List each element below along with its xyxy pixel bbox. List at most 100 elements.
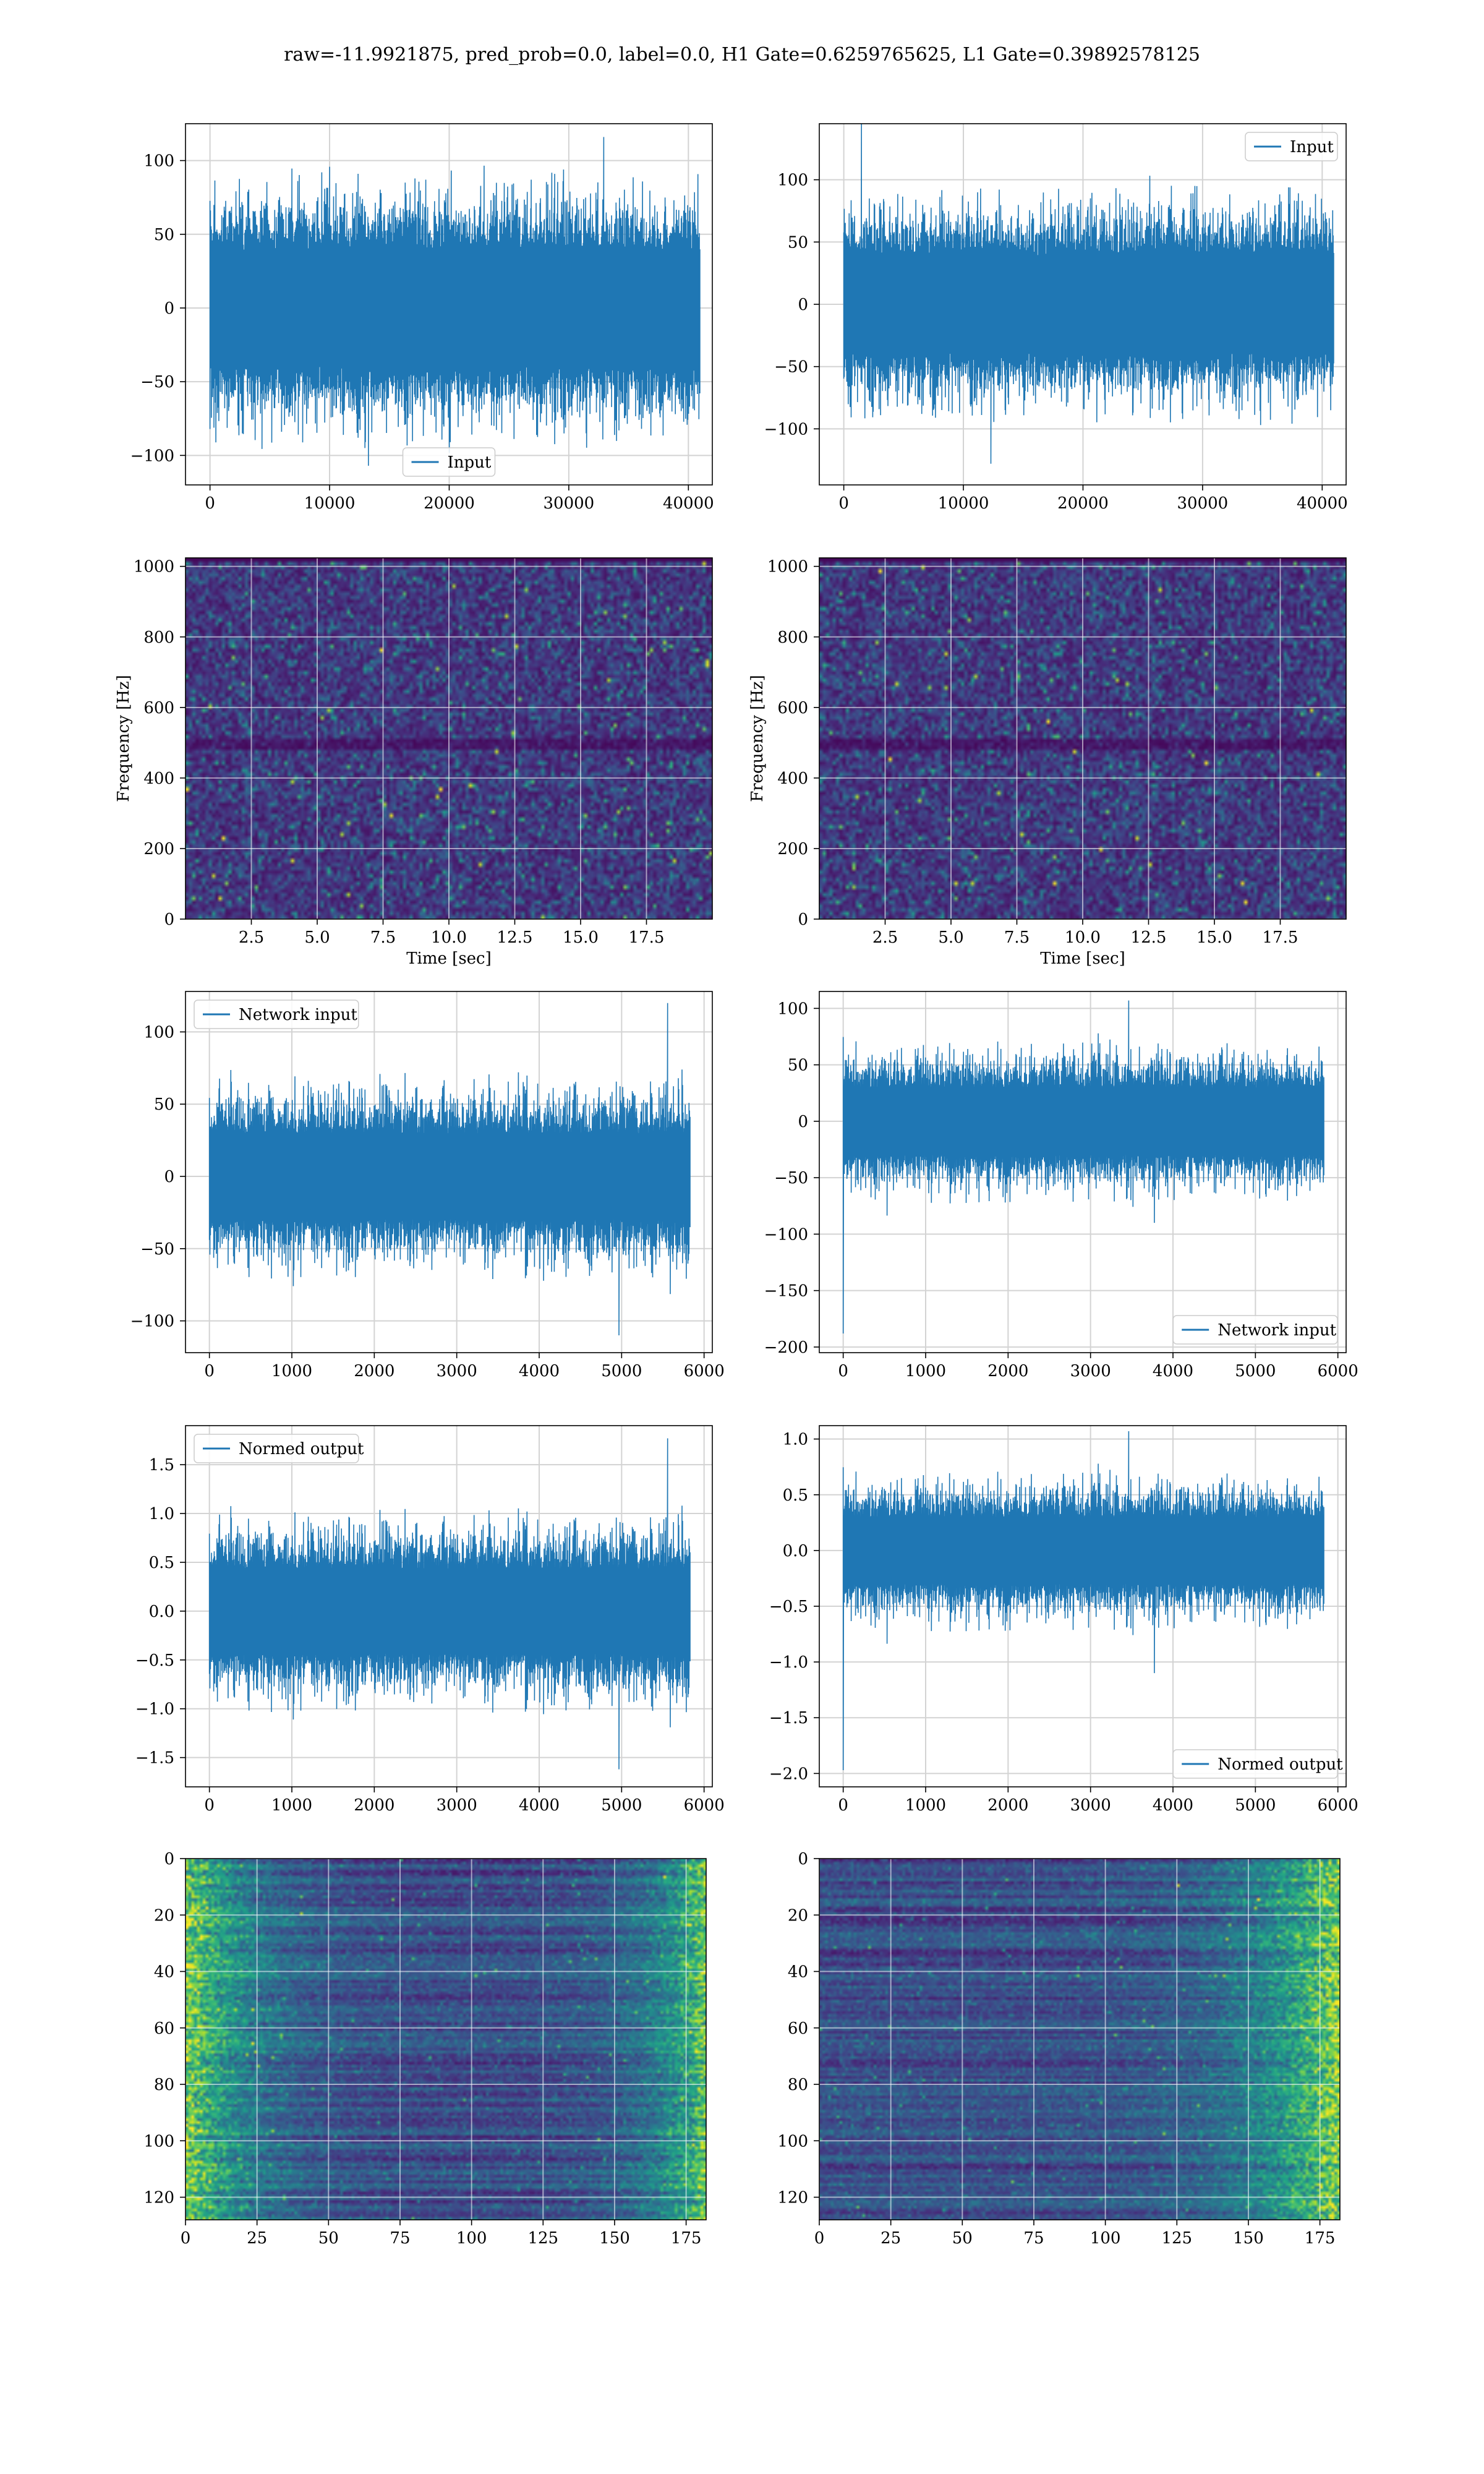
y-tick-label: 60 (154, 2019, 174, 2038)
y-tick-label: 0 (164, 1850, 174, 1868)
legend: Normed output (1172, 1749, 1343, 1779)
x-tick-label: 10000 (938, 494, 989, 513)
x-tick-label: 75 (1023, 2229, 1044, 2248)
x-tick-label: 0 (204, 1796, 215, 1815)
y-tick-label: 20 (154, 1906, 174, 1925)
y-tick-label: 20 (788, 1906, 808, 1925)
x-tick-label: 10.0 (431, 928, 467, 947)
x-tick-label: 30000 (1177, 494, 1229, 513)
y-tick-label: 80 (788, 2076, 808, 2094)
y-tick-label: −50 (774, 1169, 808, 1188)
axes-frame (185, 1858, 707, 2220)
y-tick-label: −1.0 (135, 1700, 174, 1719)
x-tick-label: 0 (205, 494, 215, 513)
x-tick-label: 40000 (1297, 494, 1348, 513)
y-tick-label: 50 (154, 226, 174, 244)
legend: Input (402, 447, 496, 477)
axes-frame (185, 1425, 713, 1787)
axes-frame (819, 123, 1347, 486)
y-tick-label: 0 (164, 299, 174, 318)
y-tick-label: 1.0 (149, 1505, 174, 1523)
y-tick-label: −0.5 (135, 1651, 174, 1670)
figure-title: raw=-11.9921875, pred_prob=0.0, label=0.… (284, 44, 1200, 66)
x-tick-label: 12.5 (1131, 928, 1167, 947)
x-tick-label: 3000 (437, 1362, 477, 1380)
y-tick-label: −100 (130, 447, 174, 465)
x-tick-label: 1000 (271, 1796, 312, 1815)
y-tick-label: 120 (777, 2189, 808, 2207)
series-line (208, 1003, 691, 1336)
y-tick-label: 200 (777, 840, 808, 858)
x-tick-label: 1000 (271, 1362, 312, 1380)
legend-frame (194, 999, 359, 1029)
y-tick-label: 400 (777, 769, 808, 788)
x-tick-label: 17.5 (1263, 928, 1298, 947)
x-tick-label: 2.5 (872, 928, 898, 947)
y-tick-label: 200 (143, 840, 174, 858)
y-tick-label: 60 (788, 2019, 808, 2038)
y-tick-label: −2.0 (769, 1765, 808, 1783)
y-tick-label: 0 (798, 1850, 808, 1868)
x-tick-label: 12.5 (497, 928, 533, 947)
y-tick-label: −200 (764, 1338, 808, 1357)
x-tick-label: 2000 (987, 1796, 1028, 1815)
x-tick-label: 30000 (544, 494, 595, 513)
x-tick-label: 50 (318, 2229, 339, 2248)
x-tick-label: 20000 (1057, 494, 1109, 513)
axes-frame (185, 991, 713, 1353)
y-tick-label: −1.0 (769, 1653, 808, 1672)
y-tick-label: 800 (777, 628, 808, 647)
x-axis-label: Time [sec] (1040, 949, 1125, 968)
x-tick-label: 175 (671, 2229, 702, 2248)
x-axis-label: Time [sec] (406, 949, 492, 968)
x-tick-label: 2000 (354, 1362, 394, 1380)
series-line (209, 137, 701, 466)
legend: Network input (194, 999, 359, 1029)
subplot-ax9: 0 25 50 75 100 125 150 175 0 20 40 60 80 100 120 (143, 1850, 707, 2248)
y-tick-label: −100 (764, 1225, 808, 1244)
x-tick-label: 5000 (1235, 1796, 1276, 1815)
y-tick-label: 100 (777, 999, 808, 1018)
x-tick-label: 150 (1233, 2229, 1264, 2248)
series-line (842, 1000, 1324, 1334)
series-trace (209, 137, 701, 466)
x-tick-label: 0 (814, 2229, 825, 2248)
x-tick-label: 100 (1090, 2229, 1121, 2248)
legend-label: Normed output (1217, 1755, 1343, 1774)
y-tick-label: 40 (154, 1963, 174, 1982)
x-tick-label: 5000 (1235, 1362, 1276, 1380)
legend: Network input (1172, 1315, 1338, 1345)
series-trace (843, 124, 1334, 464)
x-tick-label: 6000 (684, 1796, 725, 1815)
y-tick-label: −0.5 (769, 1598, 808, 1616)
x-tick-label: 0 (181, 2229, 191, 2248)
x-tick-label: 6000 (1318, 1796, 1358, 1815)
y-tick-label: 1000 (134, 558, 174, 576)
y-tick-label: −150 (764, 1282, 808, 1301)
x-tick-label: 75 (390, 2229, 410, 2248)
y-tick-label: 0 (164, 1168, 174, 1186)
x-tick-label: 17.5 (629, 928, 665, 947)
x-tick-label: 2000 (987, 1362, 1028, 1380)
y-tick-label: −100 (130, 1312, 174, 1331)
legend: Normed output (194, 1434, 364, 1463)
y-tick-label: 50 (154, 1095, 174, 1114)
x-tick-label: 20000 (424, 494, 475, 513)
x-tick-label: 125 (527, 2229, 558, 2248)
y-tick-label: 600 (143, 699, 174, 717)
x-tick-label: 50 (952, 2229, 973, 2248)
y-tick-label: 0.5 (783, 1486, 808, 1505)
x-tick-label: 0 (838, 1362, 848, 1380)
y-tick-label: 1.0 (783, 1431, 808, 1449)
x-tick-label: 5.0 (304, 928, 330, 947)
y-tick-label: 0 (164, 910, 174, 929)
series-line (843, 124, 1334, 464)
legend-frame (1172, 1315, 1338, 1345)
legend: Input (1245, 132, 1338, 161)
y-tick-label: −50 (140, 373, 174, 392)
x-tick-label: 3000 (1070, 1362, 1111, 1380)
y-tick-label: 0.0 (149, 1603, 174, 1621)
x-tick-label: 4000 (519, 1362, 560, 1380)
subplot-ax2: 0 10000 20000 30000 40000 −100 −50 0 50 100 Input (764, 123, 1348, 513)
